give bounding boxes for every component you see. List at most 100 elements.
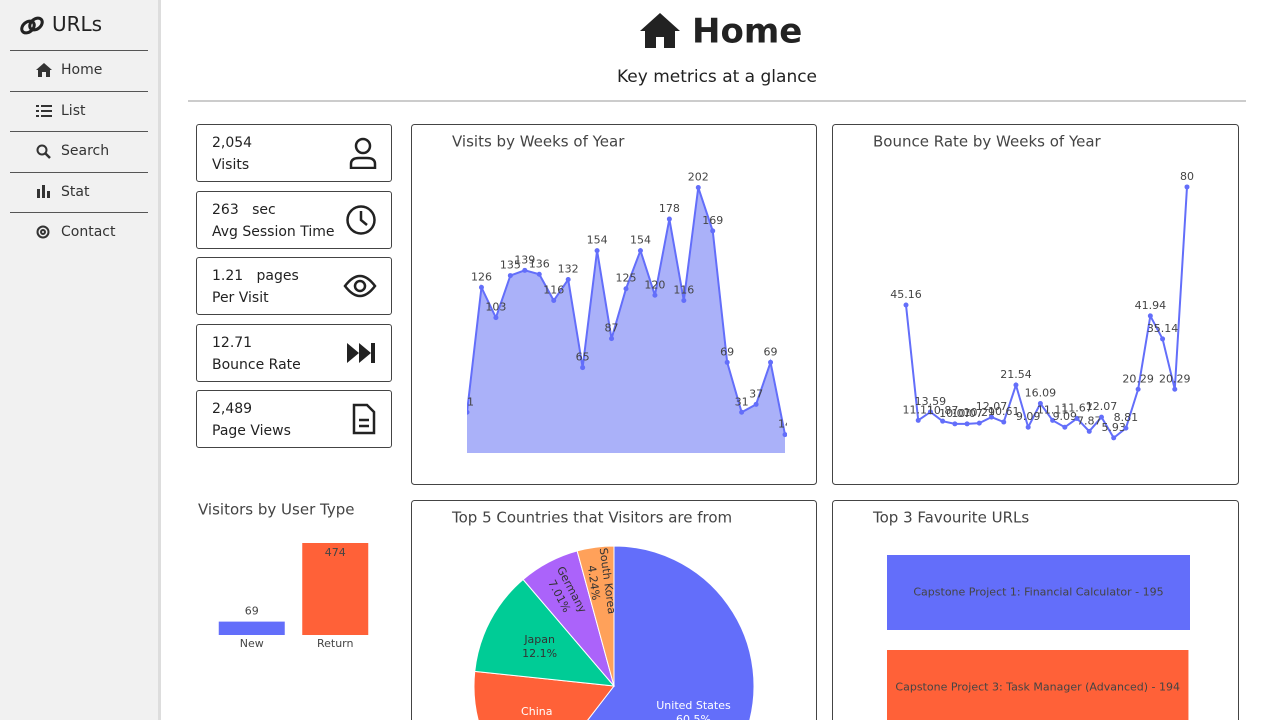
data-label: 69 [245,605,259,618]
icon [347,343,375,363]
point [1074,415,1080,421]
point [768,359,774,365]
data-label: 169 [702,214,723,227]
slice-label: Japan [523,633,555,646]
kpi-value: 263 sec [212,202,276,218]
kpi-card: 263 sec Avg Session Time [196,191,392,249]
chart-title: Top 3 Favourite URLs [872,509,1029,527]
point [681,298,687,304]
kpi-card: 2,054 Visits [196,124,392,182]
nav-label[interactable]: Contact [61,224,116,240]
kpi-unit: sec [252,202,276,218]
link-icon [20,16,44,35]
slice-label: Germany [554,564,589,615]
x-tick-label: New [240,637,264,650]
data-label: 7.87 [1077,414,1102,427]
chart-title: Visitors by User Type [198,501,354,519]
home-icon [640,13,680,48]
point [989,414,995,420]
bar [302,543,369,635]
point [1123,425,1129,431]
point [522,267,528,273]
nav-item[interactable]: List [10,91,148,132]
data-label: 31 [735,395,749,408]
data-label: 20.29 [1122,372,1154,385]
data-label: 65 [576,351,590,364]
nav-label[interactable]: Home [61,62,103,78]
card [832,500,1239,720]
data-label: 103 [485,301,506,314]
bar [887,650,1189,720]
icon [346,205,376,235]
slice-value: 4.24% [585,565,603,601]
point [976,420,982,426]
brand[interactable]: URLs [52,12,103,36]
point [1013,382,1019,388]
kpi-card: 2,489 Page Views [196,390,392,448]
data-label: 116 [673,284,694,297]
point [710,228,716,234]
data-label: 136 [529,257,550,270]
kpi-label: Bounce Rate [212,357,301,373]
data-label: 11.11 [902,403,934,416]
data-label: 120 [644,278,665,291]
point [551,298,557,304]
kpi-value: 2,054 [212,135,253,151]
data-label: 10.29 [964,406,996,419]
icon [36,63,52,77]
nav-item[interactable]: Stat [10,172,148,213]
data-label: 154 [630,234,651,247]
point [952,421,958,427]
slice-label: China [521,705,552,718]
data-label: 45.16 [890,288,922,301]
point [637,248,643,254]
data-label: 154 [587,234,608,247]
x-tick-label: Return [317,637,354,650]
point [467,409,470,415]
point [1184,184,1190,190]
point [1037,400,1043,406]
nav-label[interactable]: Stat [61,184,90,200]
kpi-label: Avg Session Time [212,224,335,240]
data-label: 21.54 [1000,368,1032,381]
data-label: 202 [688,171,709,184]
icon [36,105,52,117]
point [536,271,542,277]
kpi-label: Page Views [212,423,291,439]
data-label: 12.07 [976,400,1008,413]
point [782,432,787,438]
kpi-value: 1.21 pages [212,268,299,284]
point [927,409,933,415]
area [467,187,785,453]
plot: 45.1611.1113.5910.8710.0710.0710.2912.07… [890,170,1194,441]
nav-item[interactable]: Home [10,50,148,91]
nav-item[interactable]: Search [10,131,148,172]
nav-item[interactable]: Contact [10,212,148,253]
point [1147,313,1153,319]
point [1086,428,1092,434]
data-label: 69 [720,345,734,358]
nav-label[interactable]: Search [61,143,110,159]
sidebar: URLs Home List Search Stat Contact [0,0,161,720]
data-label: 116 [543,284,564,297]
card [411,124,817,485]
data-label: 80 [1180,170,1194,183]
data-label: 20.29 [1159,372,1191,385]
kpi-label: Per Visit [212,290,269,306]
data-label: 139 [514,253,535,266]
data-label: 178 [659,202,680,215]
point [1050,417,1056,423]
kpi-unit: pages [256,268,299,284]
data-label: 14 [778,418,792,431]
data-label: 135 [500,259,521,272]
data-label: 125 [616,272,637,285]
nav-label[interactable]: List [61,103,86,119]
kpi-card: 1.21 pages Per Visit [196,257,392,315]
data-label: 10.87 [927,404,959,417]
kpi-number: 1.21 [212,268,244,284]
point [940,418,946,424]
point [623,286,629,292]
card [411,500,817,720]
line [905,186,1188,440]
chart-title: Top 5 Countries that Visitors are from [451,509,732,527]
